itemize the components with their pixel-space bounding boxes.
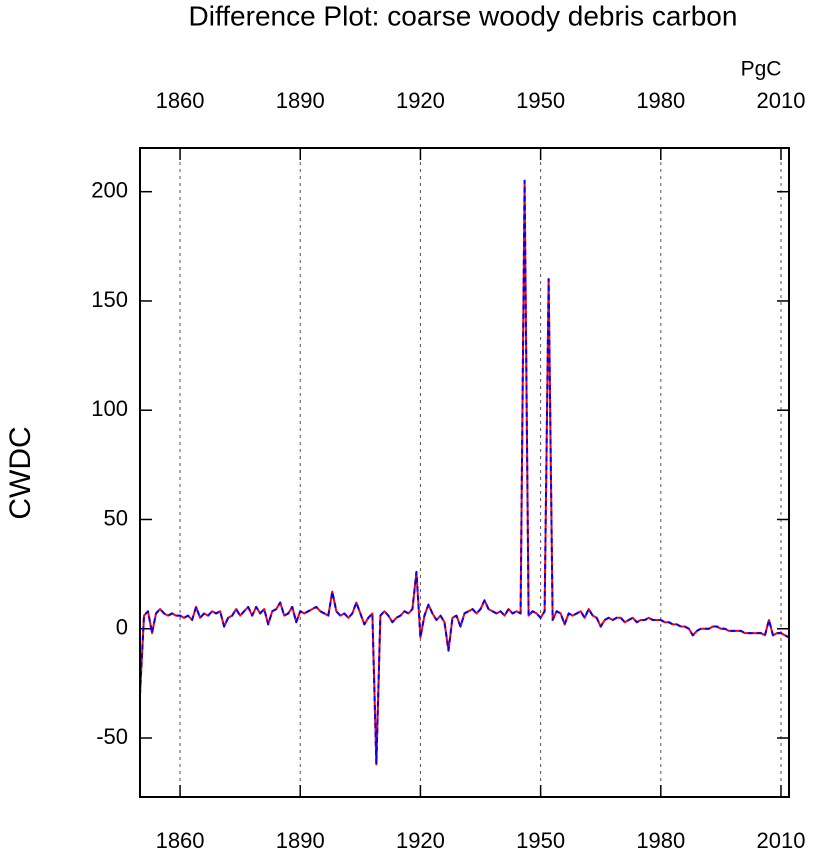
plot-frame — [139, 147, 790, 798]
x-tick-label-top: 1920 — [396, 88, 445, 113]
x-tick-label: 1890 — [276, 828, 325, 853]
y-tick-label: -50 — [96, 724, 128, 749]
x-tick-label-top: 1890 — [276, 88, 325, 113]
x-tick-label: 1950 — [516, 828, 565, 853]
chart-title: Difference Plot: coarse woody debris car… — [189, 0, 738, 31]
y-axis-label: CWDC — [4, 426, 37, 519]
y-tick-label: 0 — [116, 615, 128, 640]
x-tick-label-top: 1980 — [636, 88, 685, 113]
units-label: PgC — [741, 58, 782, 81]
x-tick-label-top: 2010 — [757, 88, 806, 113]
y-tick-label: 200 — [91, 178, 128, 203]
y-tick-label: 150 — [91, 287, 128, 312]
data-line — [139, 179, 790, 766]
x-tick-label: 1920 — [396, 828, 445, 853]
x-tick-label: 2010 — [757, 828, 806, 853]
x-tick-label: 1980 — [636, 828, 685, 853]
y-tick-label: 100 — [91, 396, 128, 421]
x-tick-label-top: 1860 — [156, 88, 205, 113]
x-tick-label-top: 1950 — [516, 88, 565, 113]
data-line — [139, 179, 790, 766]
y-tick-label: 50 — [104, 505, 128, 530]
x-tick-label: 1860 — [156, 828, 205, 853]
